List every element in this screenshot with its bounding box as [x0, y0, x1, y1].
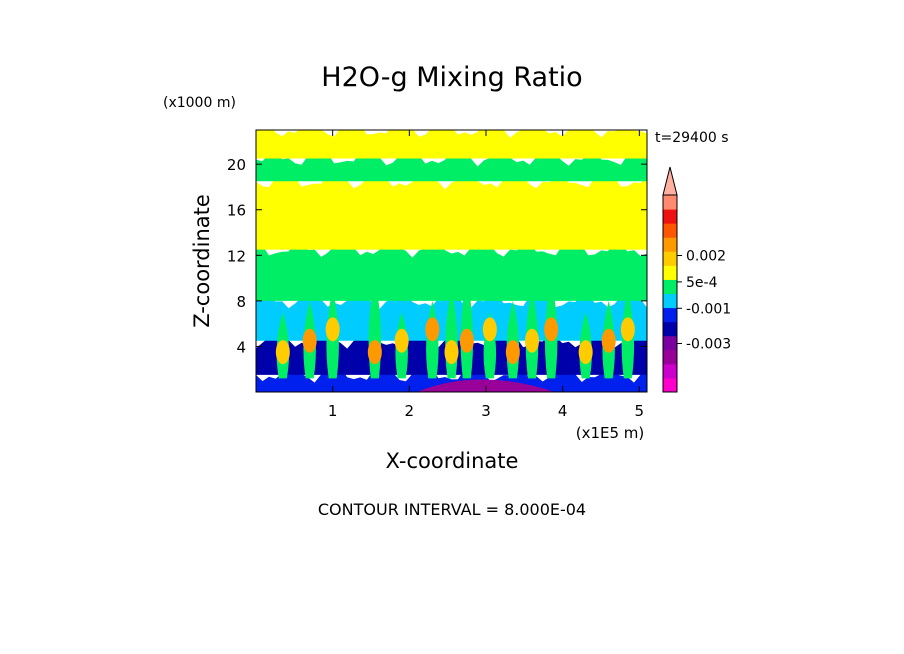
y-tick-label: 20 — [227, 156, 246, 174]
colorbar-arrow — [662, 166, 678, 196]
colorbar-swatch — [663, 321, 677, 337]
colorbar-label: -0.001 — [686, 301, 731, 317]
moist-core — [275, 340, 290, 365]
x-axis-label: X-coordinate — [386, 449, 519, 473]
moist-core — [367, 340, 382, 365]
moist-core — [578, 340, 593, 365]
colorbar-label: 0.002 — [686, 249, 726, 265]
moist-core — [325, 317, 340, 342]
colorbar-swatch — [663, 209, 677, 224]
contour-band — [256, 130, 647, 159]
moist-core — [425, 317, 440, 342]
colorbar-swatch — [663, 335, 677, 351]
colorbar-label: -0.003 — [686, 336, 731, 352]
colorbar-swatch — [663, 363, 677, 379]
colorbar-swatch — [663, 377, 677, 393]
x-scale-label: (x1E5 m) — [576, 424, 645, 442]
colorbar-swatch — [663, 307, 677, 323]
moist-core — [482, 317, 497, 342]
moist-core — [444, 340, 459, 365]
moist-core — [544, 317, 559, 342]
x-tick-label: 1 — [328, 402, 338, 420]
moist-core — [394, 328, 409, 353]
moist-core — [525, 328, 539, 353]
dry-region — [417, 379, 555, 392]
contour-field — [256, 130, 647, 392]
colorbar-labels: 0.002 5e-4 -0.001 -0.003 — [677, 249, 731, 352]
colorbar — [662, 166, 678, 393]
colorbar-swatch — [663, 265, 677, 280]
y-tick-label: 8 — [236, 293, 246, 311]
colorbar-swatch — [663, 349, 677, 365]
y-tick-label: 4 — [236, 338, 246, 356]
colorbar-frame — [662, 194, 678, 393]
plot-frame — [255, 129, 648, 393]
contour-band — [256, 173, 647, 250]
colorbar-swatch — [663, 293, 677, 309]
y-axis-ticks: 4 8 12 16 20 — [227, 156, 647, 356]
y-tick-label: 16 — [227, 202, 246, 220]
contour-band — [256, 367, 647, 392]
moist-core — [459, 328, 474, 353]
y-tick-label: 12 — [227, 247, 246, 265]
y-scale-label: (x1000 m) — [163, 95, 236, 111]
plume — [460, 278, 474, 379]
colorbar-swatch — [663, 251, 677, 266]
colorbar-swatch — [663, 237, 677, 252]
moist-core — [620, 317, 635, 342]
moist-core — [302, 328, 317, 353]
x-tick-label: 4 — [558, 402, 568, 420]
y-axis-label: Z-coordinate — [190, 194, 214, 328]
colorbar-swatch — [663, 223, 677, 238]
x-tick-label: 2 — [405, 402, 415, 420]
x-tick-label: 3 — [481, 402, 491, 420]
colorbar-swatch — [663, 195, 677, 210]
moist-core — [601, 328, 616, 353]
contour-band — [256, 242, 647, 301]
time-label: t=29400 s — [655, 130, 729, 146]
colorbar-label: 5e-4 — [686, 275, 718, 291]
contour-interval-text: CONTOUR INTERVAL = 8.000E-04 — [318, 500, 586, 519]
chart-title: H2O-g Mixing Ratio — [321, 62, 582, 93]
x-tick-label: 5 — [635, 402, 645, 420]
moist-core — [505, 340, 520, 365]
colorbar-swatch — [663, 279, 677, 294]
x-axis-ticks: 1 2 3 4 5 — [328, 130, 644, 420]
